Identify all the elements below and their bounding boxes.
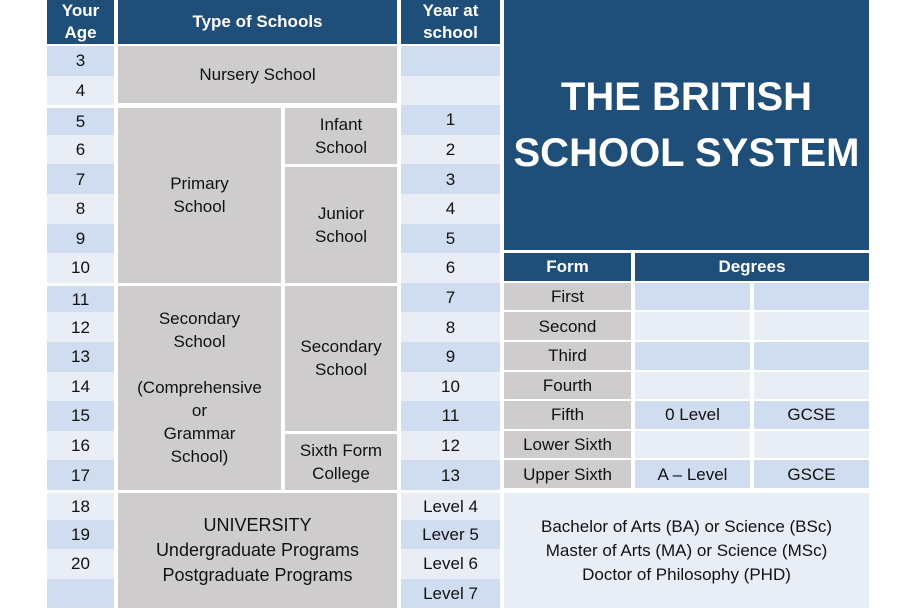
- header-form: Form: [504, 253, 631, 283]
- year-cell: 4: [401, 193, 500, 224]
- form-cell: Third: [504, 341, 631, 372]
- age-cell: 15: [47, 401, 114, 431]
- year-cell: 8: [401, 312, 500, 342]
- form-cell: Upper Sixth: [504, 460, 631, 490]
- higher-degrees: Bachelor of Arts (BA) or Science (BSc) M…: [504, 489, 869, 609]
- year-cell: 13: [401, 460, 500, 490]
- degree-cell: [635, 430, 750, 461]
- year-cell: 10: [401, 371, 500, 402]
- header-age: Your Age: [47, 0, 114, 46]
- age-cell: 3: [47, 46, 114, 76]
- primary-school: Primary School: [118, 105, 281, 283]
- university: UNIVERSITY Undergraduate Programs Postgr…: [118, 489, 397, 609]
- degree-cell: [635, 371, 750, 402]
- age-cell: 7: [47, 164, 114, 194]
- form-cell: First: [504, 282, 631, 313]
- year-cell: 7: [401, 282, 500, 313]
- age-cell: 16: [47, 430, 114, 461]
- year-cell: 2: [401, 134, 500, 165]
- age-cell: 13: [47, 341, 114, 372]
- infant-school: Infant School: [285, 105, 397, 165]
- page-title: THE BRITISH SCHOOL SYSTEM: [504, 0, 869, 254]
- sixth-form-college: Sixth Form College: [285, 430, 397, 490]
- year-cell: [401, 46, 500, 76]
- degree-cell: [635, 312, 750, 342]
- year-cell: 5: [401, 223, 500, 254]
- degree-cell: [754, 371, 869, 402]
- secondary-school: Secondary School (Comprehensive or Gramm…: [118, 282, 281, 490]
- age-cell: 5: [47, 105, 114, 135]
- degree-cell: GSCE: [754, 460, 869, 490]
- form-cell: Fourth: [504, 371, 631, 402]
- degree-cell: A – Level: [635, 460, 750, 490]
- secondary-school-sub: Secondary School: [285, 282, 397, 431]
- age-cell: 8: [47, 193, 114, 224]
- degree-cell: GCSE: [754, 401, 869, 431]
- nursery-school: Nursery School: [118, 46, 397, 106]
- age-cell: 18: [47, 489, 114, 520]
- year-cell: Level 7: [401, 578, 500, 609]
- age-cell: [47, 578, 114, 609]
- header-year: Year at school: [401, 0, 500, 46]
- year-cell: 12: [401, 430, 500, 461]
- year-cell: 6: [401, 253, 500, 283]
- junior-school: Junior School: [285, 164, 397, 283]
- year-cell: Level 6: [401, 549, 500, 579]
- degree-cell: [754, 312, 869, 342]
- age-cell: 12: [47, 312, 114, 342]
- degree-cell: [635, 282, 750, 313]
- degree-cell: [754, 430, 869, 461]
- age-cell: 19: [47, 519, 114, 550]
- age-cell: 17: [47, 460, 114, 490]
- year-cell: 11: [401, 401, 500, 431]
- age-cell: 6: [47, 134, 114, 165]
- age-cell: 20: [47, 549, 114, 579]
- year-cell: Lever 5: [401, 519, 500, 550]
- header-type: Type of Schools: [118, 0, 397, 46]
- form-cell: Fifth: [504, 401, 631, 431]
- degree-cell: [754, 282, 869, 313]
- age-cell: 11: [47, 282, 114, 313]
- year-cell: 3: [401, 164, 500, 194]
- degree-cell: [754, 341, 869, 372]
- age-cell: 4: [47, 75, 114, 106]
- year-cell: [401, 75, 500, 106]
- age-cell: 9: [47, 223, 114, 254]
- year-cell: Level 4: [401, 489, 500, 520]
- age-cell: 14: [47, 371, 114, 402]
- age-cell: 10: [47, 253, 114, 283]
- form-cell: Second: [504, 312, 631, 342]
- year-cell: 1: [401, 105, 500, 135]
- degree-cell: 0 Level: [635, 401, 750, 431]
- year-cell: 9: [401, 341, 500, 372]
- header-degrees: Degrees: [635, 253, 869, 283]
- form-cell: Lower Sixth: [504, 430, 631, 461]
- degree-cell: [635, 341, 750, 372]
- table-grid: Your Age Type of Schools Year at school …: [47, 0, 869, 609]
